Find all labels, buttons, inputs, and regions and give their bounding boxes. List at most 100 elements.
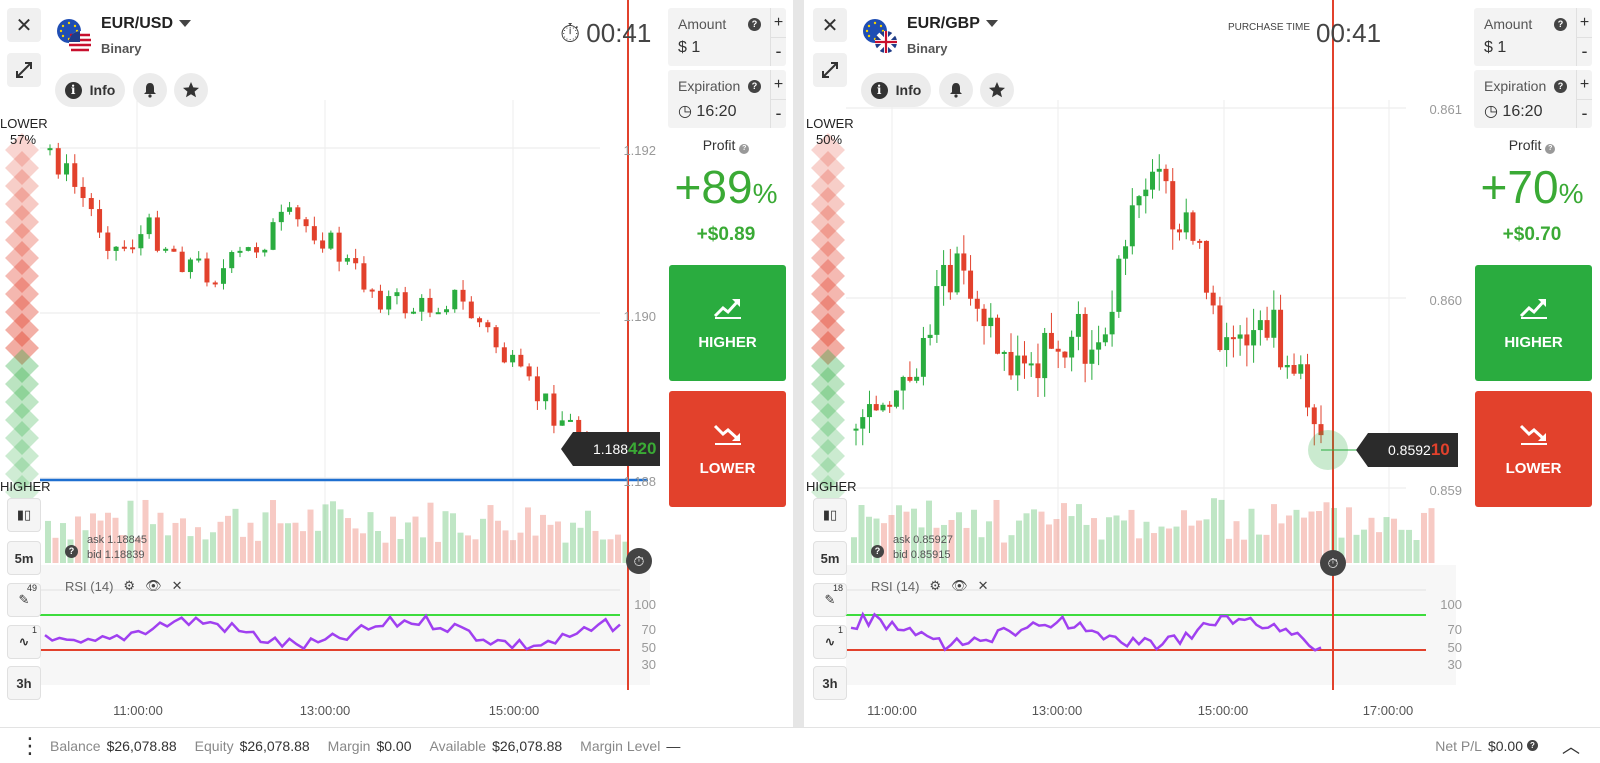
drawing-tools-button[interactable]: ✎ 49: [7, 583, 41, 617]
drawing-tools-button[interactable]: ✎ 18: [813, 583, 847, 617]
indicators-button[interactable]: ∿ 1: [7, 625, 41, 659]
more-menu-icon[interactable]: ⋮: [19, 732, 41, 758]
settings-gear-icon[interactable]: ⚙: [929, 578, 942, 593]
candle-body: [204, 258, 210, 283]
volume-bar: [1308, 511, 1315, 563]
volume-bar: [1248, 508, 1255, 563]
close-panel-icon[interactable]: ✕: [813, 8, 847, 42]
candle-body: [526, 366, 532, 377]
volume-bar: [903, 511, 910, 563]
volume-bar: [873, 518, 880, 563]
eye-icon[interactable]: 👁: [951, 578, 968, 593]
help-icon[interactable]: ?: [1554, 18, 1567, 31]
volume-bar: [1031, 509, 1037, 563]
timeframe-button[interactable]: 5m: [7, 541, 41, 575]
indicator-wave-icon: ∿: [18, 634, 30, 649]
chart-type-button[interactable]: ▮▯: [7, 498, 41, 532]
expand-icon[interactable]: [813, 53, 847, 87]
amount-minus-button[interactable]: -: [770, 37, 786, 66]
amount-plus-button[interactable]: +: [1576, 8, 1592, 37]
expiration-plus-button[interactable]: +: [1576, 70, 1592, 99]
rsi-axis-label: 50: [641, 640, 656, 655]
expand-icon[interactable]: [7, 53, 41, 87]
amount-field[interactable]: Amount ? $ 1 + -: [1474, 8, 1592, 66]
volume-bar: [1338, 537, 1345, 563]
rsi-axis-label: 100: [1440, 597, 1462, 612]
candle-body: [1318, 424, 1324, 436]
price-chart: [5, 0, 650, 690]
higher-button[interactable]: HIGHER: [1475, 265, 1592, 381]
expiration-field[interactable]: Expiration ? ◷ 16:20 + -: [668, 70, 786, 128]
amount-plus-button[interactable]: +: [770, 8, 786, 37]
help-icon[interactable]: ?: [65, 545, 78, 558]
help-icon[interactable]: ?: [748, 18, 761, 31]
volume-bar: [405, 522, 411, 563]
close-panel-icon[interactable]: ✕: [7, 8, 41, 42]
candle-body: [1203, 240, 1209, 293]
chart-area[interactable]: ✕ EUR/USD Binary i Info ⏱ 00:41 LOWER 57% H…: [0, 0, 660, 727]
candle-body: [353, 258, 359, 264]
volume-bar: [1398, 529, 1405, 563]
eye-icon[interactable]: 👁: [145, 578, 162, 593]
expiration-field[interactable]: Expiration ? ◷ 16:20 + -: [1474, 70, 1592, 128]
help-icon[interactable]: ?: [739, 144, 750, 154]
chevron-up-icon[interactable]: ︿: [1562, 736, 1580, 757]
volume-bar: [337, 509, 344, 563]
volume-bar: [1091, 518, 1097, 563]
star-icon[interactable]: [980, 73, 1014, 107]
volume-bar: [240, 536, 246, 563]
help-icon[interactable]: ?: [1527, 740, 1538, 751]
expiration-minus-button[interactable]: -: [770, 99, 786, 128]
bell-icon[interactable]: [939, 73, 973, 107]
help-icon[interactable]: ?: [748, 80, 761, 93]
candle-body: [196, 258, 202, 261]
candle-body: [369, 289, 375, 292]
timeframe-button[interactable]: 5m: [813, 541, 847, 575]
range-button[interactable]: 3h: [7, 666, 41, 700]
info-button[interactable]: i Info: [861, 73, 931, 107]
volume-bar: [82, 530, 89, 563]
candle-body: [262, 249, 268, 253]
info-button[interactable]: i Info: [55, 73, 125, 107]
volume-bar: [1413, 540, 1420, 563]
amount-minus-button[interactable]: -: [1576, 37, 1592, 66]
lower-button[interactable]: LOWER: [1475, 391, 1592, 507]
candle-body: [1217, 305, 1223, 351]
volume-bar: [1293, 509, 1300, 563]
help-icon[interactable]: ?: [1554, 80, 1567, 93]
indicators-button[interactable]: ∿ 1: [813, 625, 847, 659]
settings-gear-icon[interactable]: ⚙: [123, 578, 136, 593]
star-icon[interactable]: [174, 73, 208, 107]
expiration-clock-icon: ⏱: [626, 548, 652, 574]
expiration-plus-button[interactable]: +: [770, 70, 786, 99]
help-icon[interactable]: ?: [1545, 144, 1556, 154]
candle-body: [1183, 212, 1189, 233]
volume-bar: [607, 539, 614, 563]
chart-area[interactable]: ✕ EUR/GBP Binary i Info PURCHASE TIME 00:…: [806, 0, 1466, 727]
asset-selector[interactable]: EUR/USD: [101, 15, 192, 33]
time-axis-label: 17:00:00: [1362, 703, 1414, 718]
volume-bar: [1368, 517, 1375, 563]
chart-type-button[interactable]: ▮▯: [813, 498, 847, 532]
flag-eu-gb-icon[interactable]: [862, 18, 898, 54]
rsi-axis-label: 30: [641, 657, 656, 672]
remove-indicator-icon[interactable]: ✕: [977, 578, 989, 593]
asset-selector[interactable]: EUR/GBP: [907, 15, 998, 33]
range-button[interactable]: 3h: [813, 666, 847, 700]
volume-bar: [555, 521, 561, 563]
lower-button[interactable]: LOWER: [669, 391, 786, 507]
amount-field[interactable]: Amount ? $ 1 + -: [668, 8, 786, 66]
remove-indicator-icon[interactable]: ✕: [171, 578, 183, 593]
candle-body: [1001, 351, 1007, 354]
rsi-axis-label: 100: [634, 597, 656, 612]
help-icon[interactable]: ?: [871, 545, 884, 558]
expiration-minus-button[interactable]: -: [1576, 99, 1592, 128]
higher-button[interactable]: HIGHER: [669, 265, 786, 381]
profit-label: Profit ?: [666, 137, 786, 154]
sentiment-marker: [5, 151, 39, 185]
volume-bar: [210, 532, 216, 563]
flag-eu-us-icon[interactable]: [56, 18, 92, 54]
bell-icon[interactable]: [133, 73, 167, 107]
candle-body: [501, 347, 507, 363]
candle-body: [1021, 355, 1027, 364]
